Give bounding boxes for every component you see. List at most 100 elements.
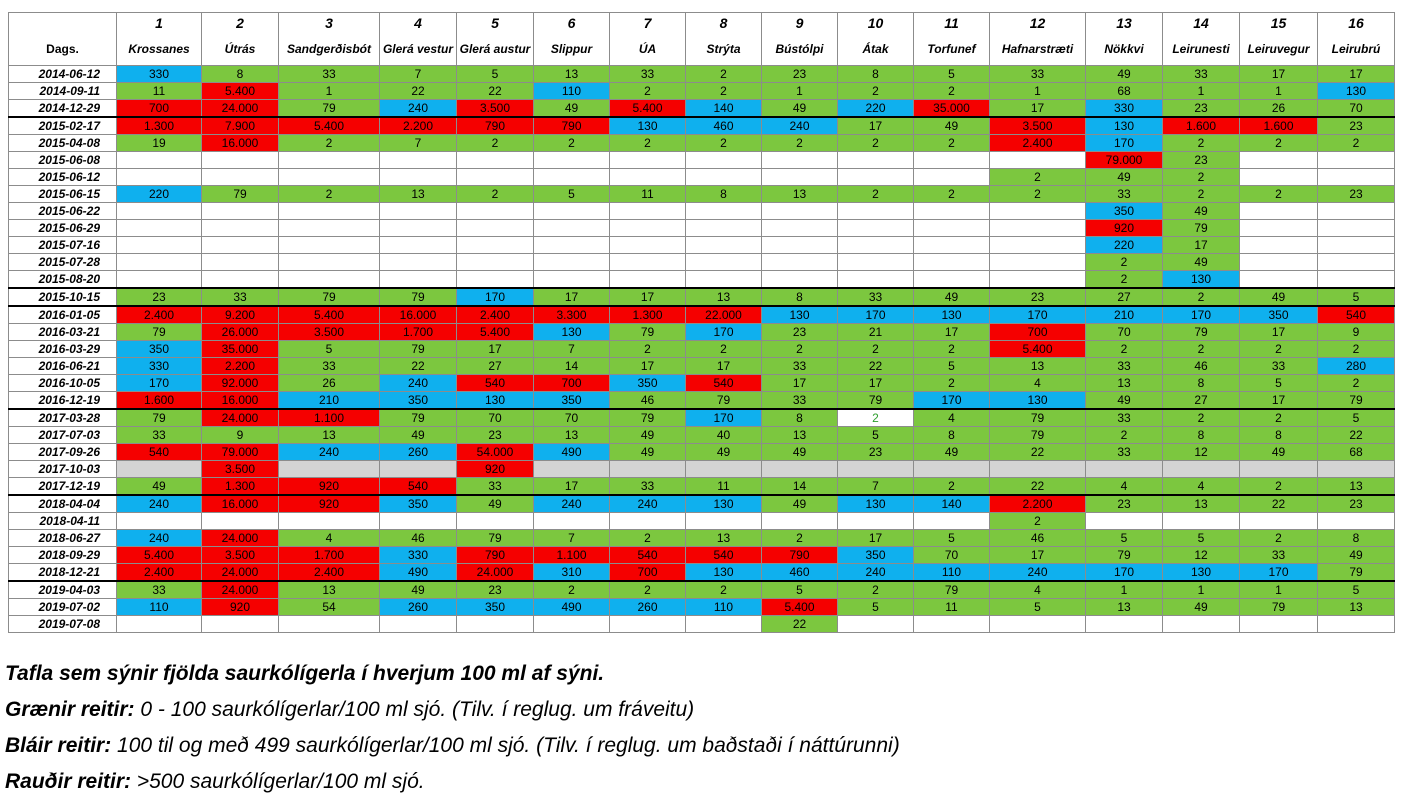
table-cell (685, 253, 762, 271)
table-cell: 70 (913, 546, 990, 564)
table-cell: 19 (116, 134, 202, 152)
table-row: 2015-02-17 1.300 7.900 5.400 2.200 790 790 130 4… (8, 116, 1395, 135)
caption-red: Rauðir reitir: >500 saurkólígerlar/100 m… (5, 770, 425, 794)
table-cell: 70 (456, 408, 534, 427)
table-cell: 2 (456, 134, 534, 152)
table-cell: 16.000 (201, 134, 279, 152)
table-cell: 1.100 (533, 546, 610, 564)
table-cell (609, 512, 686, 530)
table-cell: 170 (116, 374, 202, 392)
caption-blue: Bláir reitir: 100 til og með 499 saurkól… (5, 734, 900, 758)
table-cell: 2 (278, 134, 380, 152)
table-cell: 170 (837, 305, 914, 324)
table-cell: 350 (379, 391, 457, 410)
table-cell: 17 (837, 529, 914, 547)
table-cell: 1.700 (278, 546, 380, 564)
table-cell: 8 (837, 65, 914, 83)
table-cell: 540 (609, 546, 686, 564)
table-row: 2015-06-15 220 79 2 13 2 5 11 8 13 2 2 2 33 2 2 23 (8, 185, 1395, 203)
column-number-3: 3 (278, 12, 380, 33)
column-header-7: ÚA (609, 33, 686, 66)
table-cell: 27 (1162, 391, 1240, 410)
table-row: 2016-01-05 2.400 9.200 5.400 16.000 2.400 3.30… (8, 305, 1395, 324)
table-cell (913, 151, 990, 169)
table-cell: 1.100 (278, 408, 380, 427)
column-number-8: 8 (685, 12, 762, 33)
table-cell (379, 270, 457, 289)
table-cell: 49 (609, 443, 686, 461)
table-cell (761, 168, 838, 186)
table-cell: 2 (1162, 185, 1240, 203)
table-cell (1239, 236, 1318, 254)
table-cell: 23 (456, 426, 534, 444)
table-cell: 490 (379, 563, 457, 582)
row-date: 2017-12-19 (8, 477, 117, 496)
table-cell: 9.200 (201, 305, 279, 324)
table-cell: 79 (116, 323, 202, 341)
table-cell (379, 253, 457, 271)
table-cell (989, 236, 1086, 254)
table-cell (761, 236, 838, 254)
table-cell: 2 (913, 82, 990, 100)
table-cell: 23 (1317, 185, 1395, 203)
table-cell: 2 (837, 408, 914, 427)
table-cell (278, 460, 380, 478)
column-header-3: Sandgerðisbót (278, 33, 380, 66)
table-cell: 5.400 (116, 546, 202, 564)
table-cell (533, 202, 610, 220)
table-cell (201, 253, 279, 271)
table-cell: 70 (1085, 323, 1163, 341)
column-header-12: Hafnarstræti (989, 33, 1086, 66)
table-cell: 130 (685, 494, 762, 513)
table-cell: 130 (685, 563, 762, 582)
table-cell: 2 (1162, 287, 1240, 307)
table-cell: 240 (278, 443, 380, 461)
table-cell (533, 253, 610, 271)
table-cell: 790 (456, 116, 534, 135)
table-cell: 2 (1085, 340, 1163, 358)
table-cell: 2 (989, 512, 1086, 530)
table-cell: 170 (989, 305, 1086, 324)
table-cell: 46 (989, 529, 1086, 547)
table-cell: 700 (116, 99, 202, 118)
table-cell: 1.600 (116, 391, 202, 410)
table-cell: 7.900 (201, 116, 279, 135)
table-cell: 1.600 (1162, 116, 1240, 135)
table-cell: 330 (116, 357, 202, 375)
column-number-11: 11 (913, 12, 990, 33)
table-cell: 2 (609, 529, 686, 547)
table-cell (201, 615, 279, 633)
table-row: 2015-04-08 19 16.000 2 7 2 2 2 2 2 2 2 2.400 170 2 2 2 (8, 134, 1395, 152)
table-cell: 1 (278, 82, 380, 100)
table-cell (456, 512, 534, 530)
table-cell: 260 (379, 598, 457, 616)
caption-red-text: >500 saurkólígerlar/100 ml sjó. (131, 770, 425, 793)
table-cell: 2.400 (278, 563, 380, 582)
table-cell: 5 (761, 580, 838, 599)
table-cell: 2 (456, 185, 534, 203)
table-cell: 2 (1239, 529, 1318, 547)
table-cell: 49 (761, 494, 838, 513)
table-cell (201, 219, 279, 237)
table-cell: 790 (456, 546, 534, 564)
table-cell (989, 615, 1086, 633)
caption-green: Grænir reitir: 0 - 100 saurkólígerlar/10… (5, 698, 694, 722)
header-corner (8, 12, 117, 33)
table-cell: 54 (278, 598, 380, 616)
table-cell: 1.300 (116, 116, 202, 135)
table-cell: 130 (1162, 563, 1240, 582)
table-cell (685, 236, 762, 254)
table-cell (609, 236, 686, 254)
table-cell: 22 (761, 615, 838, 633)
column-number-4: 4 (379, 12, 457, 33)
table-cell: 3.500 (456, 99, 534, 118)
table-cell: 4 (989, 580, 1086, 599)
table-cell (1317, 460, 1395, 478)
table-cell: 2 (837, 82, 914, 100)
table-cell: 35.000 (201, 340, 279, 358)
column-number-9: 9 (761, 12, 838, 33)
table-row: 2016-03-21 79 26.000 3.500 1.700 5.400 130 79 17… (8, 323, 1395, 341)
table-cell: 7 (533, 529, 610, 547)
column-header-16: Leirubrú (1317, 33, 1395, 66)
table-cell: 540 (685, 546, 762, 564)
